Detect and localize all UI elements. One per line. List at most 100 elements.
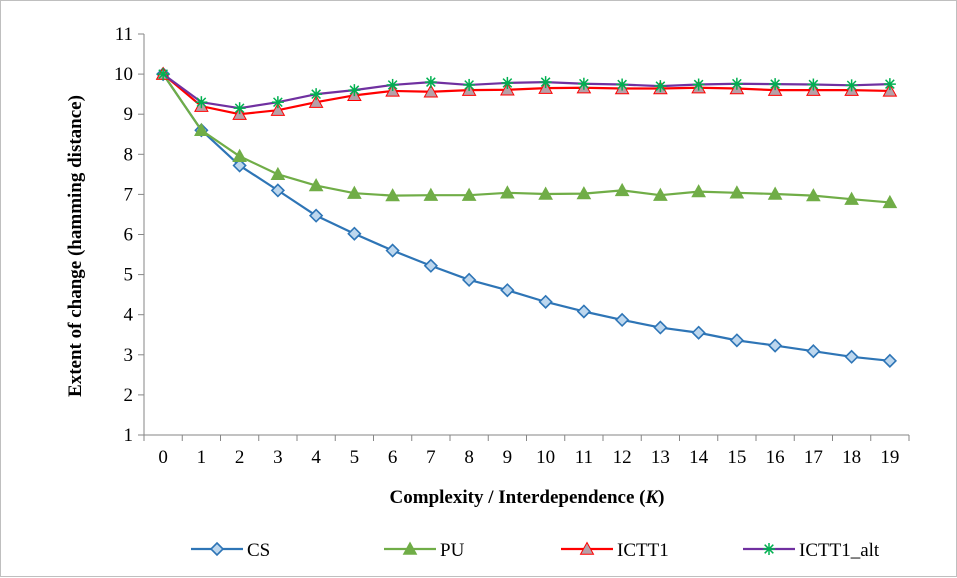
y-tick-label: 4 (124, 305, 134, 326)
x-tick-label: 6 (388, 447, 398, 468)
y-tick-label: 3 (124, 345, 134, 366)
star-stroke (387, 80, 398, 90)
data-point-pu (270, 166, 286, 181)
data-point-pu (882, 194, 898, 209)
data-point-pu (347, 185, 362, 199)
x-tick-label: 8 (464, 447, 474, 468)
x-tick-label: 5 (350, 447, 360, 468)
x-tick-label: 13 (651, 447, 670, 468)
data-point-cs (614, 312, 630, 328)
data-point-pu (538, 186, 553, 200)
data-point-ictt1_alt (386, 78, 399, 91)
star-stroke (579, 78, 589, 89)
x-tick-label: 3 (273, 447, 283, 468)
x-tick-label: 19 (880, 447, 899, 468)
data-point-ictt1 (882, 83, 898, 97)
data-point-pu (767, 186, 783, 200)
data-point-ictt1_alt (845, 79, 858, 92)
legend-label: ICTT1_alt (799, 540, 880, 561)
x-tick-label: 2 (235, 447, 245, 468)
y-tick-label: 8 (124, 144, 134, 165)
data-point-ictt1 (500, 82, 515, 96)
data-point-cs (232, 158, 247, 173)
y-tick-label: 7 (124, 184, 134, 205)
data-point-pu (614, 182, 630, 197)
data-point-cs (308, 208, 324, 223)
data-point-cs (500, 283, 515, 298)
x-tick-label: 4 (311, 447, 321, 468)
series-line-cs (162, 73, 890, 362)
data-point-ictt1_alt (233, 102, 246, 115)
x-tick-label: 1 (197, 447, 207, 468)
star-stroke (655, 81, 666, 91)
data-point-ictt1_alt (883, 78, 896, 91)
series-pu (155, 66, 898, 209)
data-point-pu (461, 187, 477, 201)
x-tick-label: 14 (689, 447, 709, 468)
data-point-ictt1_alt (730, 77, 743, 90)
data-point-cs (461, 272, 477, 287)
star-stroke (540, 77, 551, 87)
data-point-ictt1_alt (310, 88, 323, 101)
star-stroke (846, 80, 857, 91)
data-point-cs (270, 183, 286, 198)
data-point-pu (729, 185, 745, 199)
data-point-pu (576, 186, 592, 200)
data-point-ictt1_alt (348, 84, 361, 97)
data-point-cs (423, 258, 439, 273)
data-point-ictt1_alt (807, 78, 820, 91)
x-axis-title-variable: K (644, 487, 659, 508)
data-point-ictt1_alt (271, 96, 284, 109)
star-stroke (196, 97, 207, 108)
series-line-ictt1_alt (162, 73, 890, 110)
x-axis-title-close: ) (658, 487, 664, 508)
star-stroke (464, 80, 474, 90)
data-point-pu (653, 187, 668, 201)
x-axis-title-main: Complexity / Interdependence ( (390, 487, 646, 508)
star-stroke (234, 103, 245, 114)
data-point-ictt1_alt (195, 96, 208, 109)
data-point-pu (194, 122, 209, 136)
data-point-cs (385, 243, 400, 258)
data-point-ictt1_alt (577, 77, 590, 90)
data-point-cs (882, 353, 898, 368)
data-point-cs (347, 226, 362, 241)
series-ictt1 (155, 66, 898, 120)
data-point-cs (767, 338, 783, 353)
star-stroke (808, 79, 819, 90)
star-stroke (158, 69, 168, 79)
y-tick-label: 6 (124, 225, 134, 246)
data-point-pu (308, 178, 324, 192)
data-point-ictt1_alt (539, 76, 552, 89)
y-tick-label: 10 (114, 64, 133, 85)
data-point-cs (691, 325, 706, 340)
series-cs (155, 66, 898, 368)
chart-series (155, 66, 898, 368)
star-stroke (426, 77, 436, 87)
star-stroke (617, 79, 627, 90)
star-stroke (885, 79, 895, 89)
data-point-ictt1_alt (654, 80, 667, 93)
data-point-ictt1_alt (157, 68, 170, 81)
data-point-ictt1 (308, 94, 324, 108)
star-stroke (732, 78, 742, 89)
star-stroke (502, 78, 513, 88)
star-stroke (311, 89, 321, 100)
data-point-ictt1_alt (769, 78, 782, 91)
x-tick-label: 16 (766, 447, 785, 468)
y-tick-label: 11 (115, 24, 133, 45)
legend-item-cs: CS (191, 540, 270, 561)
data-point-pu (806, 188, 821, 202)
data-point-ictt1_alt (463, 78, 476, 91)
series-line-pu (162, 73, 890, 204)
legend-label: ICTT1 (617, 540, 669, 561)
x-tick-label: 12 (613, 447, 632, 468)
y-tick-label: 5 (124, 265, 134, 286)
data-point-pu (844, 191, 859, 205)
data-point-cs (844, 349, 859, 364)
x-tick-label: 0 (158, 447, 168, 468)
data-point-pu (423, 187, 439, 201)
legend-label: PU (440, 540, 465, 561)
